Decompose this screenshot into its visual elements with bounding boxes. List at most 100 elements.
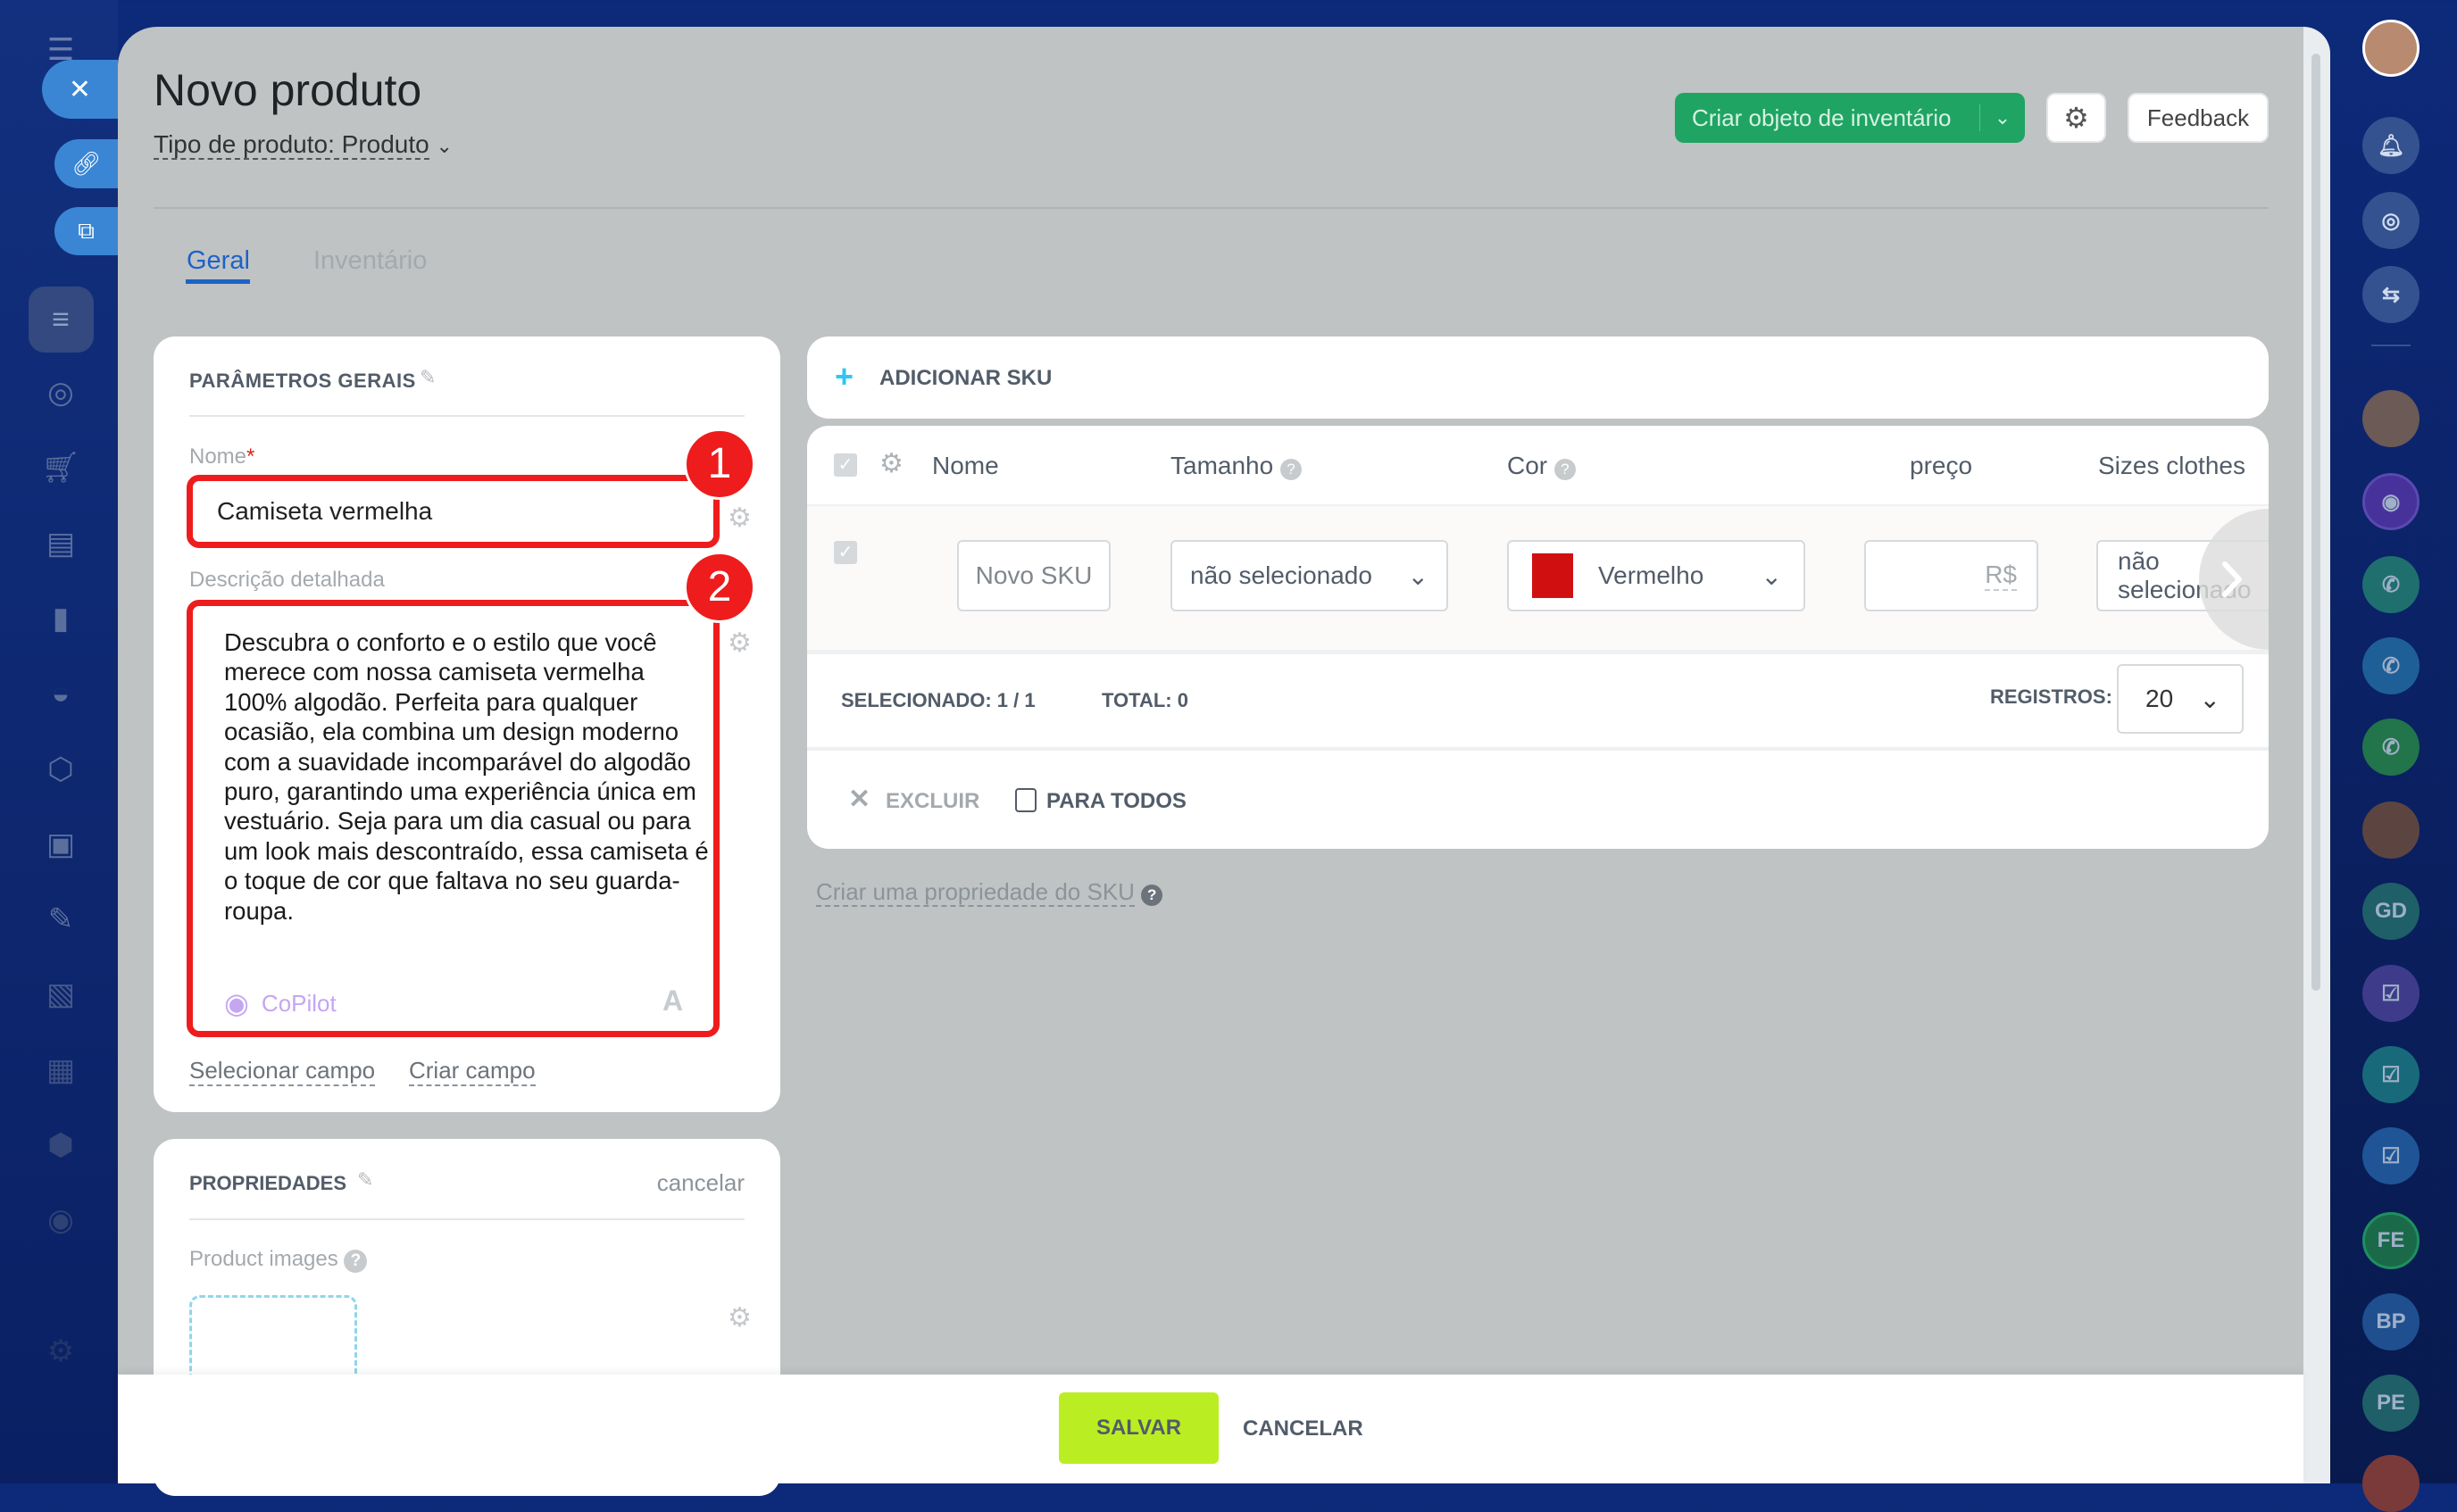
warehouse-icon[interactable]: ▣ (46, 827, 76, 861)
feedback-button[interactable]: Feedback (2128, 93, 2269, 143)
add-sku-button[interactable]: ADICIONAR SKU (879, 366, 1053, 390)
save-button[interactable]: SALVAR (1059, 1392, 1219, 1464)
plus-icon[interactable]: + (835, 358, 854, 395)
open-new-window-button[interactable]: ⧉ (54, 207, 118, 255)
records-value: 20 (2145, 685, 2174, 712)
link-icon: 🔗︎ (71, 150, 101, 177)
contact-bp[interactable]: BP (2362, 1293, 2420, 1350)
selected-count: SELECIONADO: 1 / 1 (841, 689, 1036, 711)
device-icon[interactable]: ◉ (47, 1203, 74, 1237)
signature-icon[interactable]: ✎ (47, 902, 74, 936)
robot-icon[interactable]: ◒ (51, 676, 71, 710)
column-header-tamanho[interactable]: Tamanho ? (1170, 452, 1302, 480)
color-value: Vermelho (1598, 561, 1704, 589)
chat-exchange-icon[interactable]: ⇆ (2362, 266, 2420, 323)
field-settings-gear-icon[interactable]: ⚙ (728, 503, 752, 533)
sidebar-item-active[interactable] (29, 287, 94, 353)
create-sku-property-link[interactable]: Criar uma propriedade do SKU ? (816, 878, 1163, 907)
gear-icon: ⚙ (2063, 102, 2089, 134)
hexagon-icon[interactable]: ⬢ (47, 1128, 74, 1162)
column-header-cor[interactable]: Cor ? (1507, 452, 1576, 480)
edit-pencil-icon[interactable]: ✎ (357, 1168, 374, 1191)
for-all-checkbox[interactable] (1015, 788, 1037, 812)
settings-button[interactable]: ⚙ (2046, 93, 2106, 143)
help-icon[interactable]: ? (1141, 885, 1163, 906)
field-settings-gear-icon[interactable]: ⚙ (728, 628, 752, 658)
cancel-button[interactable]: CANCELAR (1243, 1416, 1363, 1441)
contact-avatar[interactable] (2362, 802, 2420, 859)
select-all-checkbox[interactable]: ✓ (834, 453, 857, 477)
size-select[interactable]: não selecionado ⌄ (1170, 540, 1448, 611)
sku-name-input[interactable]: Novo SKU (957, 540, 1111, 611)
funnel-icon[interactable]: ≡ (52, 302, 70, 336)
product-images-label: Product images ? (189, 1247, 368, 1273)
help-icon[interactable]: ? (1279, 459, 1302, 480)
help-icon[interactable]: ? (344, 1250, 368, 1273)
delete-x-icon[interactable]: ✕ (848, 785, 871, 814)
field-settings-gear-icon[interactable]: ⚙ (728, 1303, 752, 1333)
chart-icon[interactable]: ▮ (52, 602, 70, 636)
scroll-right-button[interactable] (2198, 509, 2269, 650)
row-checkbox[interactable]: ✓ (834, 541, 857, 564)
contact-avatar[interactable] (2362, 390, 2420, 447)
bell-icon[interactable]: 🔔︎ (2362, 117, 2420, 174)
user-avatar[interactable] (2362, 20, 2420, 77)
delete-button[interactable]: EXCLUIR (886, 789, 980, 813)
document-edit-icon[interactable]: ▧ (46, 977, 76, 1011)
scrollbar[interactable] (2303, 27, 2330, 1483)
chevron-down-icon[interactable]: ⌄ (1994, 106, 2011, 129)
task-icon[interactable]: ☑ (2362, 1046, 2420, 1103)
annotation-badge-2: 2 (684, 552, 755, 623)
contact-avatar[interactable] (2362, 1455, 2420, 1512)
copilot-icon: ◉ (224, 987, 249, 1019)
for-all-label[interactable]: PARA TODOS (1046, 789, 1187, 813)
product-type-label: Tipo de produto: Produto (154, 130, 429, 160)
product-type-selector[interactable]: Tipo de produto: Produto ⌄ (154, 130, 453, 160)
description-text[interactable]: Descubra o conforto e o estilo que você … (224, 628, 709, 925)
page-title: Novo produto (154, 65, 422, 115)
select-field-link[interactable]: Selecionar campo (189, 1057, 376, 1086)
copilot-icon[interactable]: ◎ (2362, 192, 2420, 249)
help-icon[interactable]: ? (1553, 459, 1576, 480)
contact-pe[interactable]: PE (2362, 1375, 2420, 1432)
active-tab-indicator (186, 279, 250, 284)
close-button[interactable]: ✕ (42, 60, 118, 119)
header-divider (154, 207, 2269, 209)
create-inventory-button[interactable]: Criar objeto de inventário ⌄ (1675, 93, 2025, 143)
text-format-icon[interactable]: A (662, 984, 684, 1017)
description-label: Descrição detalhada (189, 568, 385, 592)
edit-pencil-icon[interactable]: ✎ (420, 366, 437, 388)
name-input[interactable]: Camiseta vermelha (187, 475, 720, 548)
column-header-preco[interactable]: preço (1910, 452, 1973, 479)
contact-fe[interactable]: FE (2362, 1212, 2420, 1269)
copilot-chat-icon[interactable]: ◉ (2362, 473, 2420, 530)
description-textarea[interactable]: Descubra o conforto e o estilo que você … (187, 600, 720, 1037)
copilot-button[interactable]: ◉ CoPilot (224, 986, 337, 1020)
phone-icon[interactable]: ✆ (2362, 556, 2420, 613)
phone-icon[interactable]: ✆ (2362, 719, 2420, 776)
contact-card-icon[interactable]: ▤ (46, 527, 76, 561)
task-icon[interactable]: ☑ (2362, 965, 2420, 1022)
column-header-sizes-clothes[interactable]: Sizes clothes (2098, 452, 2245, 479)
tab-inventario[interactable]: Inventário (313, 246, 428, 275)
tab-geral[interactable]: Geral (187, 246, 250, 275)
create-field-link[interactable]: Criar campo (409, 1057, 536, 1086)
settings-icon[interactable]: ⚙ (46, 1334, 75, 1368)
cart-icon[interactable]: 🛒︎ (41, 451, 80, 485)
color-select[interactable]: Vermelho ⌄ (1507, 540, 1805, 611)
phone-icon[interactable]: ✆ (2362, 637, 2420, 694)
contact-gd[interactable]: GD (2362, 883, 2420, 940)
records-per-page-select[interactable]: 20 ⌄ (2117, 664, 2244, 734)
box-icon[interactable]: ⬡ (47, 752, 74, 786)
column-header-nome[interactable]: Nome (932, 452, 999, 479)
copy-link-button[interactable]: 🔗︎ (54, 139, 118, 188)
chevron-down-icon: ⌄ (436, 135, 453, 157)
chevron-right-icon[interactable] (2198, 509, 2269, 650)
task-icon[interactable]: ☑ (2362, 1127, 2420, 1184)
columns-settings-gear-icon[interactable]: ⚙ (879, 449, 904, 478)
properties-cancel-link[interactable]: cancelar (656, 1169, 745, 1196)
properties-title: PROPRIEDADES (189, 1172, 347, 1194)
target-icon[interactable]: ◎ (47, 376, 74, 410)
calendar-icon[interactable]: ▦ (46, 1053, 76, 1087)
price-input[interactable]: R$ (1864, 540, 2038, 611)
